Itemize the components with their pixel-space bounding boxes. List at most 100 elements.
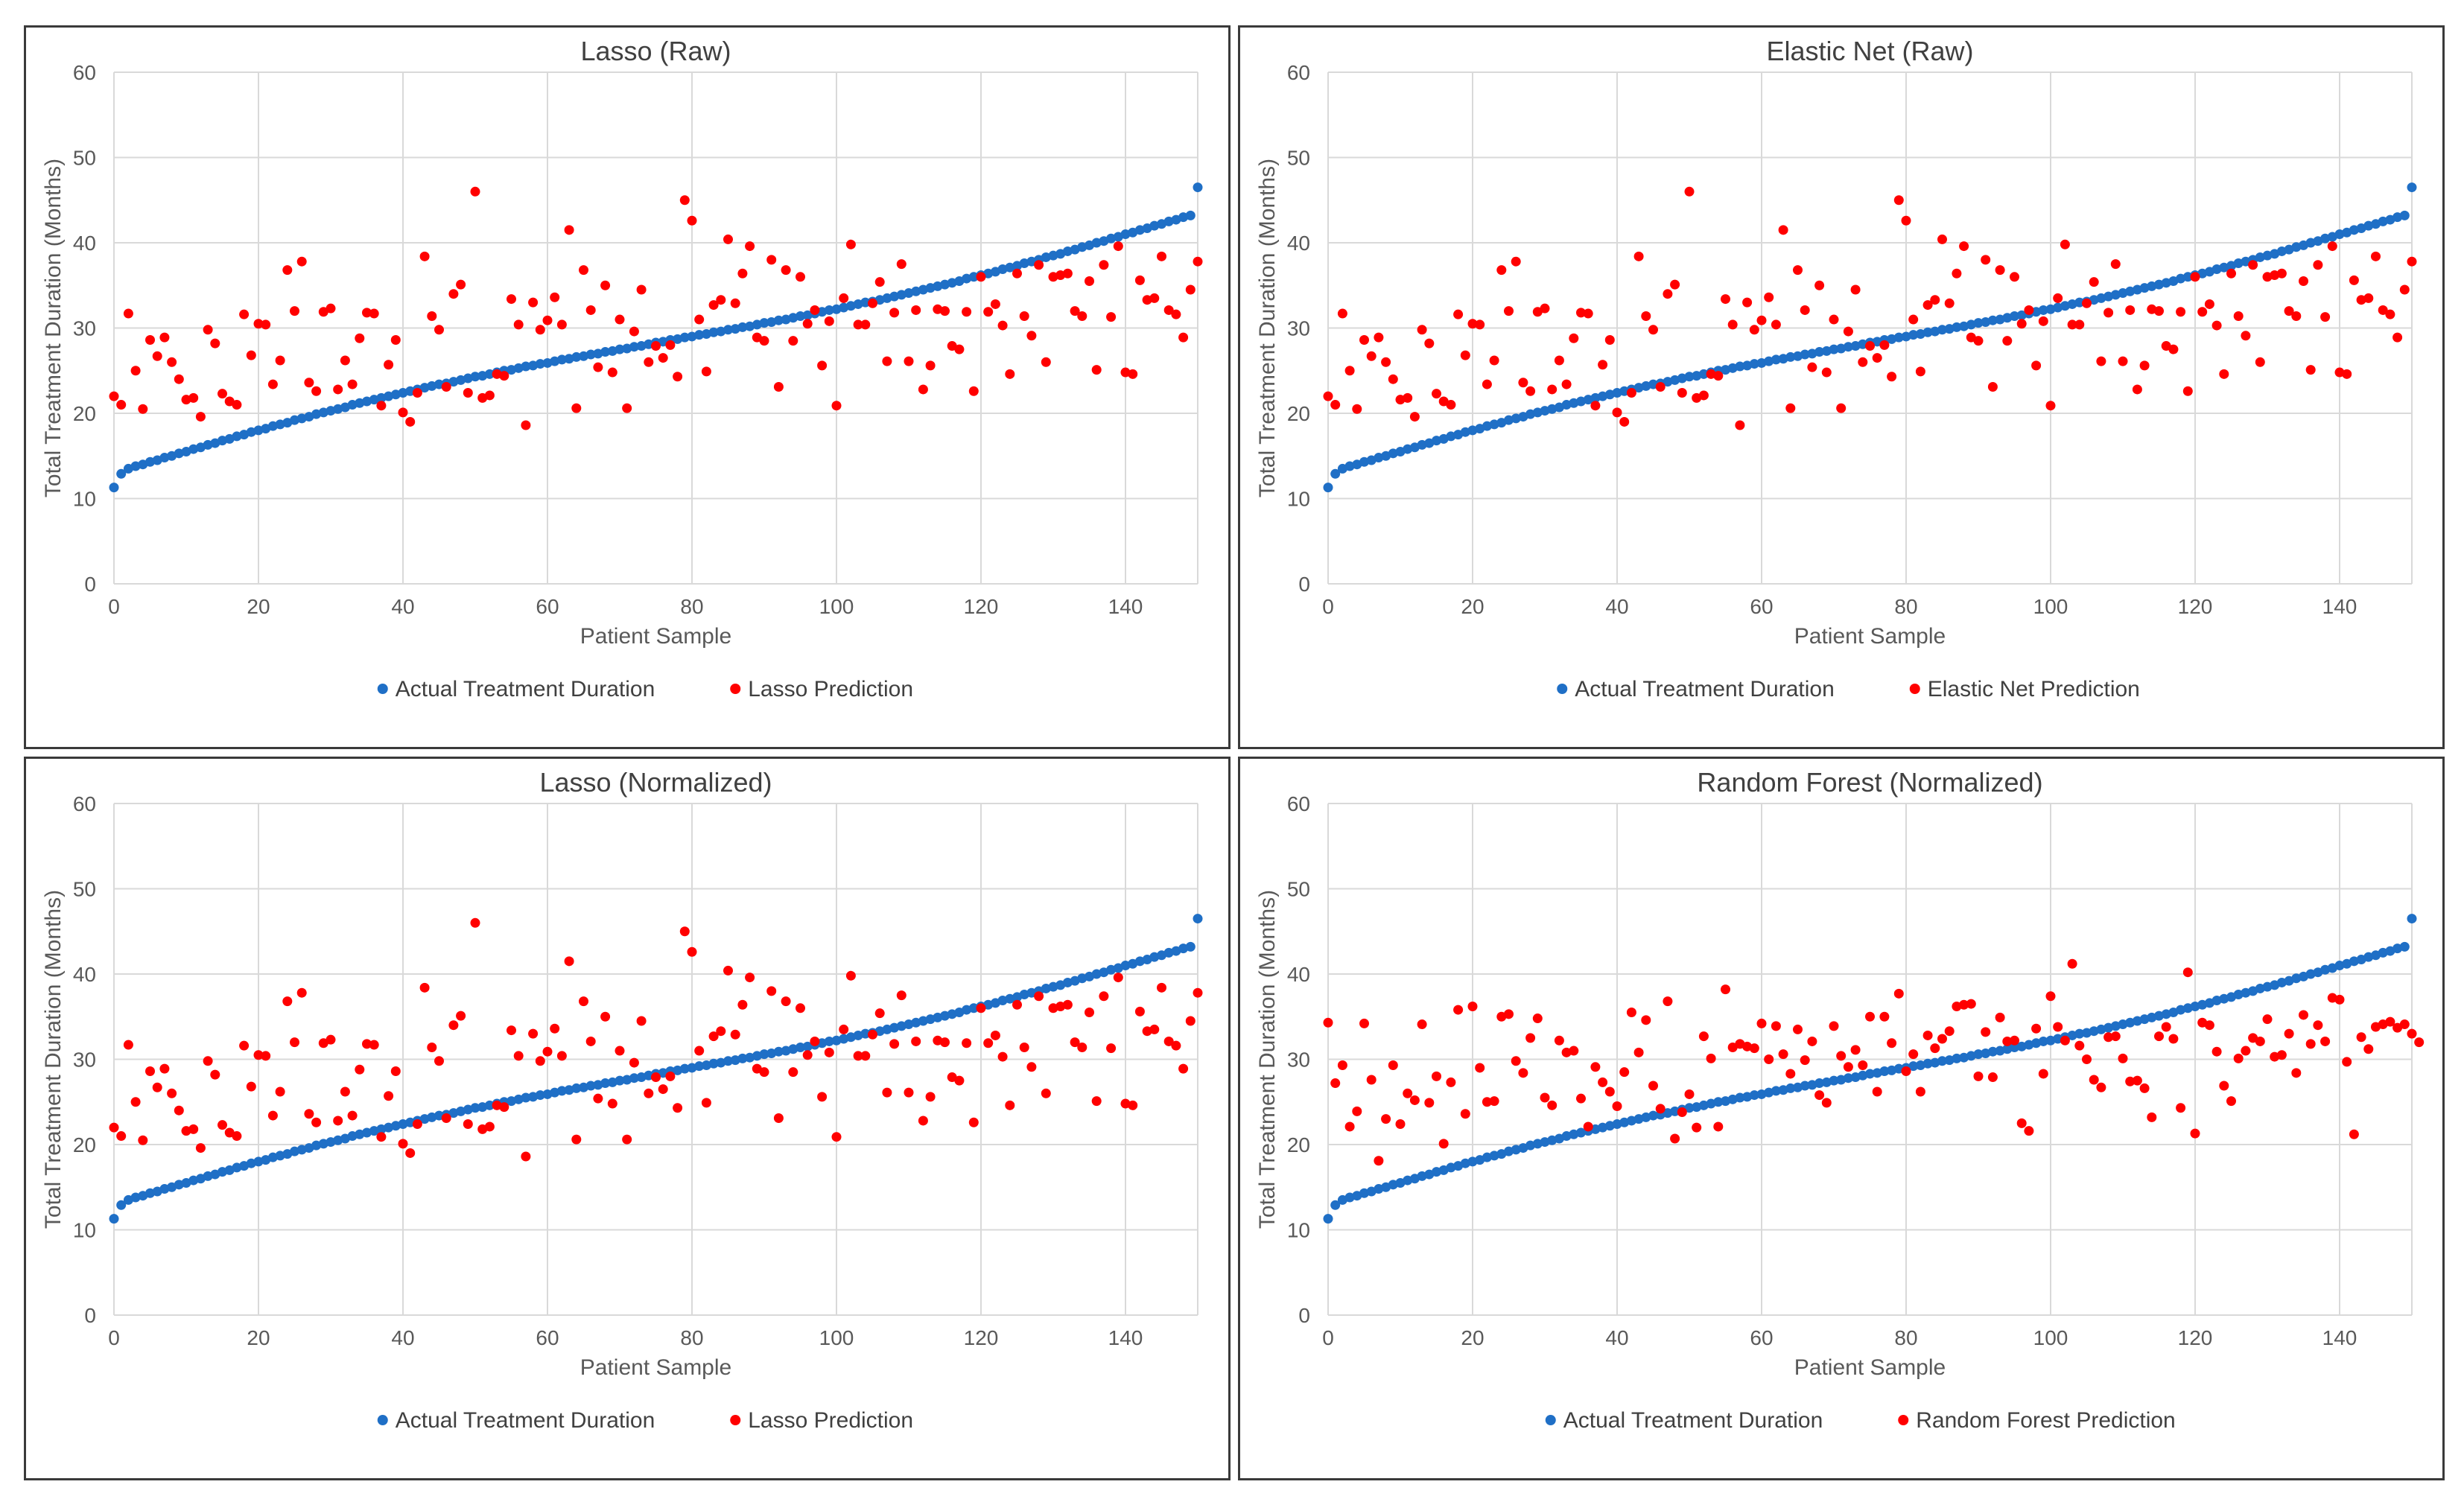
prediction-point [1432, 389, 1441, 399]
prediction-point [1417, 1019, 1427, 1030]
actual-point [694, 1061, 705, 1072]
actual-point [933, 281, 943, 291]
prediction-point [1944, 298, 1955, 308]
prediction-point [1727, 1042, 1738, 1052]
prediction-point [261, 1051, 271, 1061]
actual-point [246, 427, 256, 437]
actual-point [1547, 404, 1558, 414]
prediction-point [940, 306, 950, 316]
prediction-point [759, 1067, 769, 1078]
prediction-point [130, 366, 141, 376]
prediction-point [1489, 355, 1499, 366]
x-tick-label: 0 [1322, 595, 1334, 618]
actual-point [217, 436, 227, 446]
actual-point [369, 1126, 379, 1136]
prediction-point [687, 215, 697, 226]
prediction-point [2132, 1075, 2142, 1086]
actual-point [456, 375, 466, 385]
actual-point [1800, 1081, 1810, 1091]
actual-point [550, 356, 560, 366]
prediction-point [2334, 367, 2345, 378]
actual-point [723, 325, 733, 335]
prediction-point [817, 360, 828, 371]
prediction-point [1005, 1100, 1015, 1110]
prediction-point [1374, 332, 1384, 343]
prediction-point [1525, 386, 1536, 396]
prediction-point [607, 1098, 617, 1109]
actual-point [997, 995, 1008, 1005]
actual-point [1561, 1131, 1572, 1142]
x-tick-label: 140 [1108, 595, 1143, 618]
prediction-point [384, 360, 394, 370]
actual-point [2197, 268, 2208, 279]
prediction-point [947, 1072, 957, 1083]
prediction-point [1764, 1054, 1774, 1064]
actual-point [1663, 1108, 1673, 1118]
chart-svg: Elastic Net (Raw) 0 10 20 30 40 50 60 0 20 40 60 80 1… [1255, 36, 2417, 701]
prediction-point [644, 357, 654, 367]
prediction-point [2414, 1037, 2425, 1048]
prediction-point [1330, 1078, 1341, 1089]
prediction-point [1713, 1121, 1724, 1132]
prediction-point [1735, 420, 1745, 430]
actual-point [2241, 256, 2251, 267]
actual-point [448, 377, 459, 387]
prediction-point [1893, 195, 1904, 206]
chart-title: Lasso (Raw) [580, 36, 731, 66]
actual-point [1973, 318, 1984, 328]
prediction-point [2161, 341, 2171, 351]
actual-point [593, 1080, 603, 1090]
actual-point [2320, 964, 2331, 975]
actual-point [1807, 1080, 1817, 1090]
prediction-point [845, 970, 856, 981]
actual-point [845, 301, 856, 311]
actual-point [556, 1086, 567, 1096]
actual-point [2255, 983, 2265, 993]
y-axis-label: Total Treatment Duration (Months) [1255, 890, 1280, 1229]
actual-point [311, 1140, 322, 1151]
x-tick-label: 20 [247, 1326, 270, 1349]
actual-point [398, 388, 408, 398]
actual-point [275, 1151, 285, 1161]
prediction-point [976, 272, 986, 282]
prediction-point [1778, 1049, 1788, 1060]
actual-point [2176, 1005, 2186, 1015]
prediction-point [1966, 999, 1976, 1009]
actual-point [571, 1083, 582, 1093]
actual-point [2125, 286, 2136, 296]
prediction-point [1893, 988, 1904, 999]
actual-point [796, 311, 805, 321]
prediction-point [116, 1131, 127, 1142]
prediction-point [1771, 1021, 1781, 1031]
prediction-point [1887, 1038, 1897, 1048]
actual-point [1756, 1089, 1767, 1099]
prediction-point [340, 355, 350, 366]
actual-point [1532, 407, 1543, 418]
actual-point [2132, 284, 2142, 295]
actual-point [145, 1188, 155, 1198]
prediction-point [2031, 360, 2042, 371]
actual-point [376, 1124, 387, 1134]
actual-point [1735, 361, 1745, 372]
actual-point [2038, 305, 2048, 315]
prediction-point [2305, 1039, 2316, 1049]
prediction-point [1062, 268, 1073, 279]
prediction-point [1395, 1119, 1406, 1130]
prediction-point [456, 279, 466, 290]
prediction-point [2226, 268, 2236, 279]
prediction-point [275, 355, 285, 366]
actual-point [542, 1089, 553, 1099]
prediction-point [1149, 1024, 1160, 1034]
actual-point [267, 421, 278, 431]
prediction-point [1800, 305, 1810, 315]
actual-point [521, 361, 531, 372]
actual-point [860, 1028, 871, 1039]
actual-point [759, 318, 769, 328]
actual-point [1821, 346, 1832, 356]
y-tick-label: 30 [1287, 317, 1310, 340]
prediction-point [1120, 367, 1131, 378]
actual-point [831, 304, 842, 314]
actual-point [217, 1167, 227, 1177]
actual-point [1590, 392, 1601, 403]
actual-point [2139, 283, 2150, 293]
